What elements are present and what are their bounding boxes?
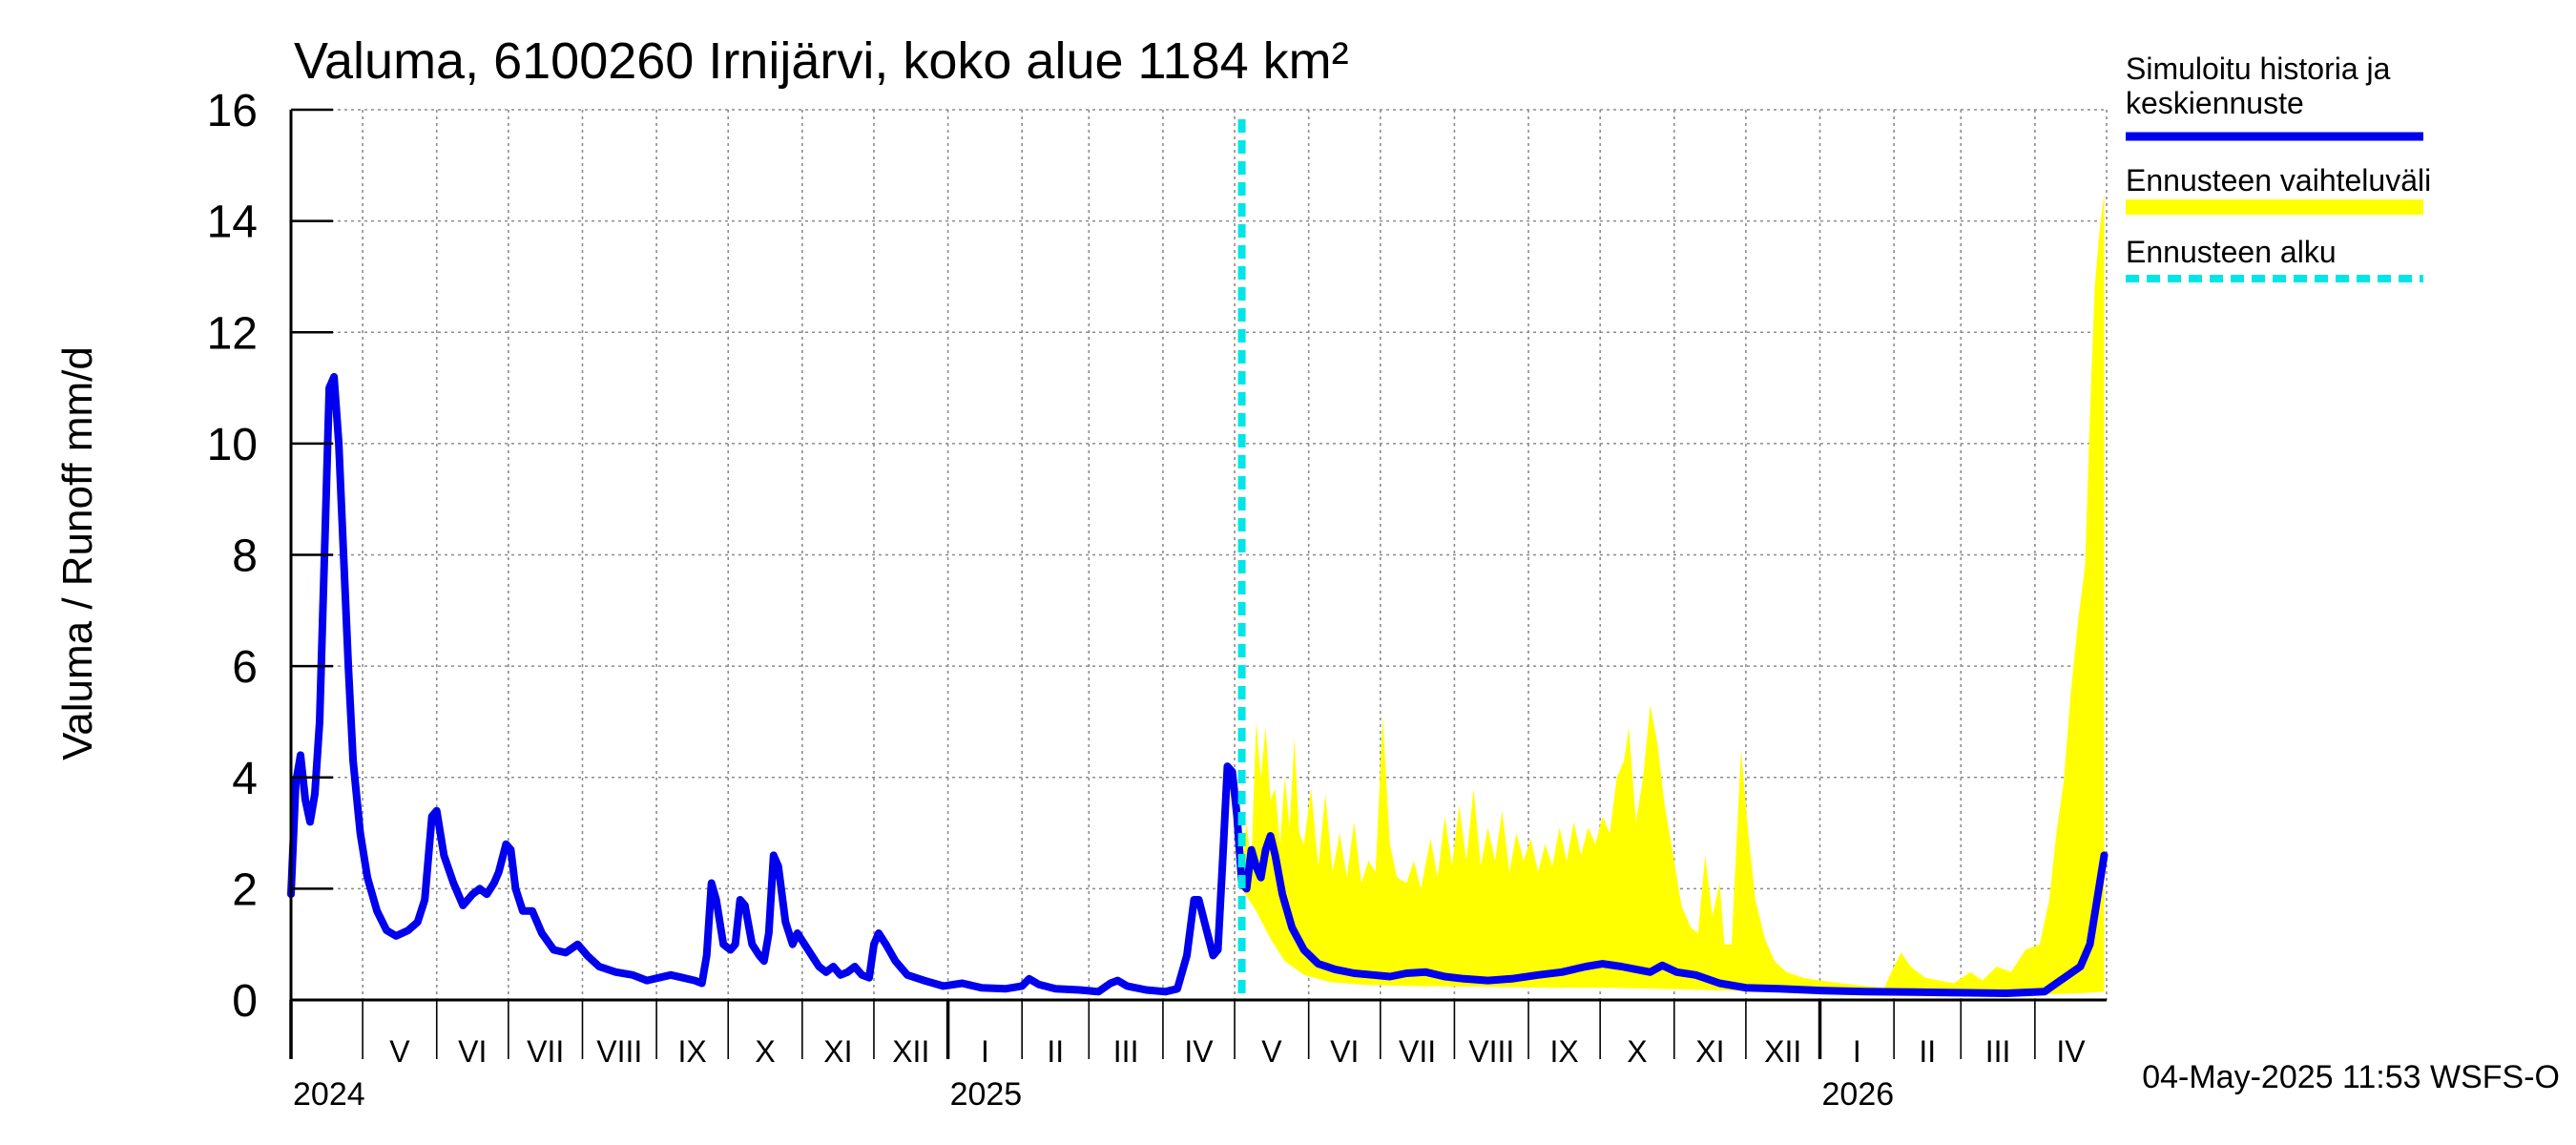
legend: Simuloitu historia ja keskiennuste Ennuste… (2126, 52, 2431, 282)
month-label: V (389, 1034, 410, 1069)
y-tick-label: 4 (232, 754, 258, 804)
month-label: I (981, 1034, 989, 1069)
y-axis-label: Valuma / Runoff mm/d (54, 346, 101, 760)
month-label: IX (1549, 1034, 1578, 1069)
y-tick-label: 2 (232, 864, 258, 915)
forecast-range-band (1241, 193, 2105, 995)
month-label: III (1113, 1034, 1139, 1069)
month-label: IX (678, 1034, 707, 1069)
y-tick-label: 14 (207, 198, 258, 248)
y-tick-label: 0 (232, 976, 258, 1027)
series-line (287, 372, 2109, 997)
month-label: V (1261, 1034, 1282, 1069)
month-label: VIII (596, 1034, 642, 1069)
month-label: II (1919, 1034, 1936, 1069)
month-label: VII (1399, 1034, 1436, 1069)
month-label: VI (1330, 1034, 1359, 1069)
month-label: IV (2056, 1034, 2086, 1069)
footer-timestamp: 04-May-2025 11:53 WSFS-O (2142, 1059, 2560, 1095)
month-label: VII (527, 1034, 564, 1069)
month-label: II (1047, 1034, 1064, 1069)
legend-label: Ennusteen alku (2126, 235, 2337, 269)
x-axis-ticks: V VI VII VIII IX X XI XII I II III IV V VI VII VIII IX X X… (289, 1000, 2086, 1113)
y-tick-label: 12 (207, 308, 258, 359)
year-label: 2025 (950, 1076, 1023, 1113)
month-label: VI (458, 1034, 487, 1069)
month-label: III (1985, 1034, 2011, 1069)
month-label: I (1853, 1034, 1861, 1069)
month-label: XI (823, 1034, 852, 1069)
month-label: IV (1184, 1034, 1214, 1069)
series-layer (287, 372, 2109, 997)
legend-label: Ennusteen vaihteluväli (2126, 163, 2431, 198)
y-tick-label: 10 (207, 420, 258, 470)
y-tick-label: 6 (232, 642, 258, 693)
y-tick-label: 8 (232, 531, 258, 582)
month-label: X (755, 1034, 775, 1069)
forecast-band-area (1241, 193, 2105, 995)
chart-title: Valuma, 6100260 Irnijärvi, koko alue 118… (294, 32, 1349, 90)
y-axis-ticks: 0 2 4 6 8 10 12 14 16 (207, 86, 333, 1027)
month-label: XI (1695, 1034, 1724, 1069)
month-label: X (1627, 1034, 1647, 1069)
y-tick-label: 16 (207, 86, 258, 136)
month-label: XII (1764, 1034, 1801, 1069)
legend-label: Simuloitu historia ja keskiennuste (2126, 52, 2391, 120)
month-label: VIII (1468, 1034, 1514, 1069)
month-label: XII (892, 1034, 929, 1069)
year-label: 2024 (293, 1076, 365, 1113)
year-label: 2026 (1822, 1076, 1895, 1113)
axes (289, 110, 2107, 1059)
